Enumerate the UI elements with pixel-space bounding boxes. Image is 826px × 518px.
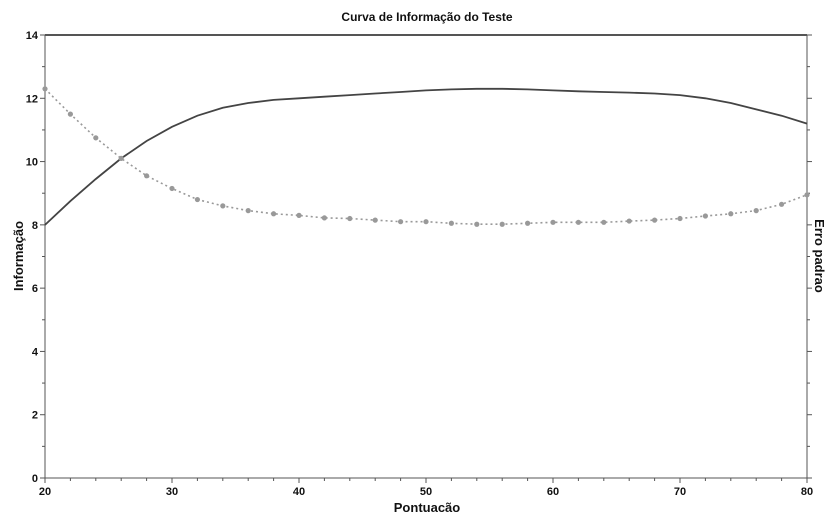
x-axis-ticks: 20 30 40 50 60 70 80 — [39, 478, 813, 498]
series-point — [804, 192, 810, 198]
y-tick-label: 6 — [32, 283, 38, 295]
series-point — [753, 208, 759, 214]
series-point — [652, 217, 658, 223]
series-point — [499, 221, 505, 227]
series-line-2 — [44, 88, 808, 225]
x-tick-label: 30 — [166, 486, 178, 498]
y-tick-label: 0 — [32, 473, 38, 485]
x-tick-label: 20 — [39, 486, 51, 498]
series-point — [271, 211, 277, 217]
series-point — [194, 196, 200, 203]
series-point — [601, 219, 607, 225]
x-tick-label: 50 — [420, 486, 432, 498]
series-point — [474, 221, 480, 227]
x-tick-label: 60 — [547, 486, 559, 498]
series-point — [677, 215, 683, 222]
series-point — [67, 111, 73, 117]
y2-axis-ticks — [807, 34, 812, 479]
x-tick-label: 40 — [293, 486, 305, 498]
y-tick-label: 8 — [32, 220, 38, 232]
series-layer — [42, 86, 810, 227]
series-point — [398, 219, 404, 225]
x-axis-label: Pontuacão — [394, 500, 461, 515]
series-point — [347, 215, 353, 222]
series-point — [702, 213, 709, 219]
series-point — [321, 215, 327, 221]
y-tick-label: 14 — [26, 30, 39, 42]
series-line-1 — [44, 87, 808, 226]
series-point — [575, 219, 582, 225]
series-point — [423, 219, 429, 225]
y-axis-ticks: 0 2 4 6 8 10 12 14 — [26, 30, 45, 485]
y-axis-label: Informação — [11, 221, 26, 291]
series-point — [626, 218, 632, 224]
series-point — [245, 208, 251, 214]
series-point — [779, 201, 785, 207]
series-point — [118, 155, 124, 162]
y-tick-label: 2 — [32, 410, 38, 422]
series-point — [448, 220, 454, 226]
chart-title: Curva de Informação do Teste — [341, 10, 512, 24]
y-tick-label: 4 — [32, 346, 39, 358]
series-point — [220, 203, 226, 209]
y2-axis-label: Erro padrao — [812, 219, 826, 293]
series-point — [144, 173, 150, 179]
series-point — [42, 86, 48, 92]
x-tick-label: 80 — [801, 486, 813, 498]
series-point — [93, 135, 99, 141]
series-point — [728, 211, 734, 217]
plot-area — [44, 34, 808, 479]
series-point — [550, 219, 556, 225]
series-point — [372, 217, 378, 223]
y-tick-label: 10 — [26, 157, 38, 169]
series-point — [296, 212, 302, 218]
x-tick-label: 70 — [674, 486, 686, 498]
y-tick-label: 12 — [26, 93, 38, 105]
series-point — [169, 185, 175, 192]
series-point — [525, 220, 531, 226]
